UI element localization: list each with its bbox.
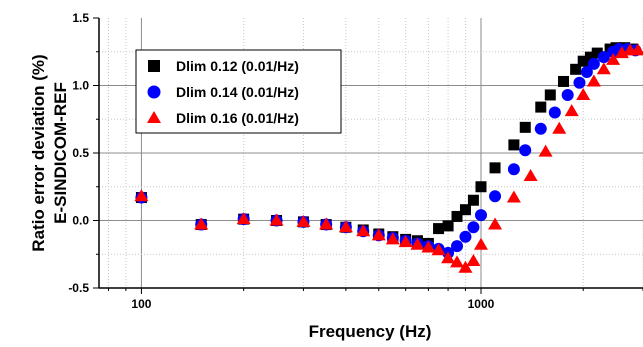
y-tick-label: 0.5 <box>72 146 89 160</box>
data-point-circle <box>573 76 586 89</box>
data-point-square <box>459 204 471 216</box>
data-point-triangle <box>356 224 371 237</box>
data-point-circle <box>580 66 593 78</box>
data-point-triangle <box>441 251 456 264</box>
data-point-square <box>467 194 479 206</box>
data-point-triangle <box>421 240 436 253</box>
data-point-circle <box>519 144 532 157</box>
data-point-circle <box>459 230 472 243</box>
data-point-triangle <box>466 254 481 266</box>
legend-marker-square-icon <box>148 60 160 72</box>
data-point-circle <box>474 209 487 222</box>
data-point-triangle <box>506 190 521 203</box>
data-point-triangle <box>538 144 553 157</box>
data-point-triangle <box>596 62 611 75</box>
data-point-triangle <box>576 87 591 100</box>
data-point-square <box>442 220 454 232</box>
x-tick-label: 1000 <box>468 297 495 311</box>
data-point-triangle <box>606 52 621 65</box>
y-axis-title-line-1: Ratio error deviation (%) <box>29 54 48 251</box>
data-point-square <box>489 162 501 174</box>
data-point-triangle <box>385 232 400 245</box>
data-point-circle <box>534 122 547 135</box>
data-point-circle <box>467 221 480 234</box>
data-point-square <box>535 101 547 113</box>
data-point-square <box>508 139 520 151</box>
data-point-triangle <box>371 228 386 241</box>
data-point-triangle <box>410 237 425 250</box>
data-point-circle <box>451 240 464 253</box>
data-point-triangle <box>431 243 446 256</box>
y-tick-label: -0.5 <box>68 281 89 295</box>
x-tick-label: 100 <box>131 297 151 311</box>
data-point-triangle <box>236 212 251 225</box>
y-axis-title-line-2: E-SINDICOM-REF <box>51 82 70 224</box>
data-point-triangle <box>523 168 538 181</box>
tick-labels: -0.5 0.0 0.5 1.0 1.5 100 1000 <box>68 11 494 311</box>
data-point-square <box>577 55 589 67</box>
data-point-circle <box>489 190 502 203</box>
data-point-triangle <box>338 220 353 233</box>
data-point-square <box>558 75 570 87</box>
data-point-square <box>584 51 596 63</box>
data-point-triangle <box>552 121 567 134</box>
x-axis-title: Frequency (Hz) <box>309 322 432 341</box>
series-3 <box>134 43 643 273</box>
data-point-triangle <box>473 237 488 250</box>
data-point-triangle <box>269 213 284 226</box>
data-point-square <box>591 47 603 59</box>
legend-marker-triangle-icon <box>147 111 161 123</box>
legend-label-series-2: Dlim 0.14 (0.01/Hz) <box>176 84 299 100</box>
data-point-circle <box>561 88 574 101</box>
y-tick-label: 1.0 <box>72 79 89 93</box>
data-point-square <box>519 121 531 133</box>
data-point-triangle <box>194 217 209 230</box>
data-point-triangle <box>488 217 503 230</box>
y-tick-label: 1.5 <box>72 11 89 25</box>
data-point-triangle <box>586 74 601 87</box>
legend-label-series-1: Dlim 0.12 (0.01/Hz) <box>176 58 299 74</box>
legend-box <box>135 49 342 134</box>
data-point-triangle <box>564 104 579 117</box>
data-point-circle <box>587 57 600 70</box>
data-marks <box>134 42 643 273</box>
legend-marker-circle-icon <box>147 85 161 99</box>
data-point-circle <box>507 163 520 176</box>
axes <box>93 17 643 294</box>
data-point-square <box>544 89 556 101</box>
data-point-square <box>570 63 582 75</box>
data-point-square <box>433 223 445 235</box>
y-tick-label: 0.0 <box>72 214 89 228</box>
data-point-square <box>451 210 463 222</box>
data-point-triangle <box>296 214 311 227</box>
legend-label-series-3: Dlim 0.16 (0.01/Hz) <box>176 110 299 126</box>
data-point-triangle <box>450 255 465 268</box>
legend: Dlim 0.12 (0.01/Hz) Dlim 0.14 (0.01/Hz) … <box>135 49 342 134</box>
data-point-triangle <box>319 217 334 230</box>
data-point-triangle <box>398 235 413 248</box>
data-point-square <box>475 181 487 193</box>
data-point-triangle <box>134 189 149 202</box>
data-point-triangle <box>458 260 473 273</box>
data-point-circle <box>548 106 561 119</box>
data-point-triangle <box>631 43 643 56</box>
data-point-circle <box>597 51 610 64</box>
